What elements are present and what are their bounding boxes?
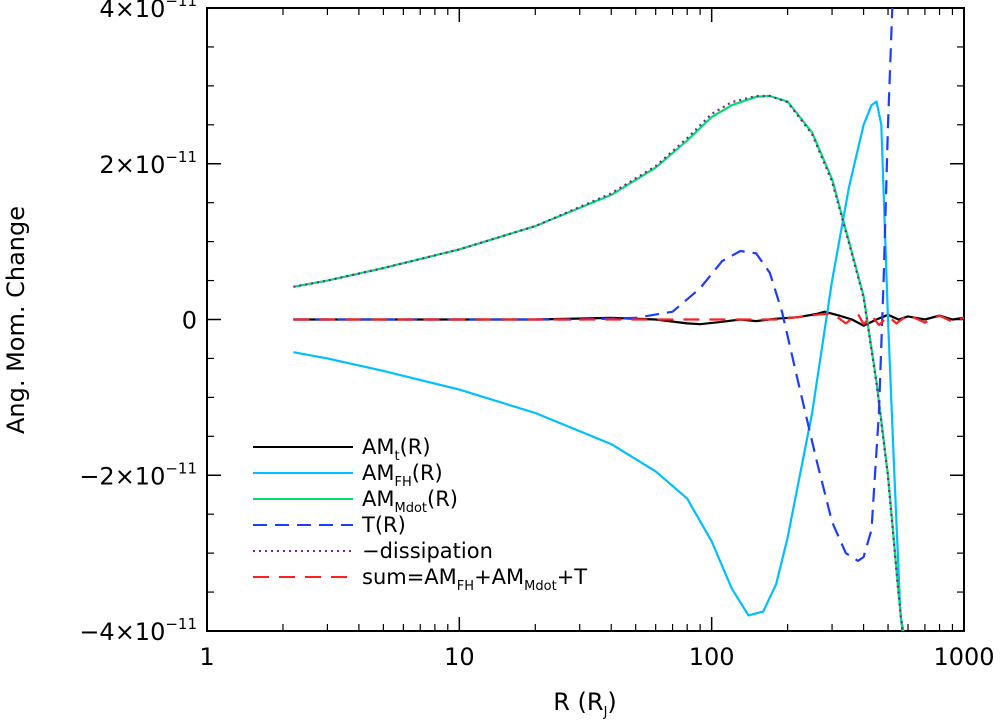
y-tick-label: 2×10−11 bbox=[99, 148, 197, 179]
legend-label: T(R) bbox=[361, 513, 406, 537]
x-tick-label: 10 bbox=[444, 643, 475, 671]
y-tick-label: 4×10−11 bbox=[99, 0, 197, 23]
legend-label: AMt(R) bbox=[362, 435, 431, 464]
series-line bbox=[293, 94, 904, 631]
x-tick-label: 1 bbox=[199, 643, 214, 671]
y-tick-label: −4×10−11 bbox=[79, 615, 197, 646]
x-axis-title: R (RJ) bbox=[553, 688, 617, 720]
axis-ticks: 1 10 100 1000 4×10−11 2×10−11 0 −2×10−11 −4×10−1… bbox=[79, 0, 994, 671]
legend-label: sum=AMFH+AMMdot+T bbox=[362, 565, 587, 594]
legend-label: AMMdot(R) bbox=[362, 487, 458, 516]
series-line bbox=[293, 312, 964, 327]
y-tick-label: −2×10−11 bbox=[79, 459, 197, 490]
legend: AMt(R)AMFH(R)AMMdot(R)T(R)−dissipationsu… bbox=[253, 435, 587, 594]
legend-label: AMFH(R) bbox=[362, 461, 443, 490]
legend-label: −dissipation bbox=[362, 539, 493, 563]
series-line bbox=[293, 100, 905, 631]
x-tick-label: 1000 bbox=[933, 643, 994, 671]
x-tick-label: 100 bbox=[689, 643, 735, 671]
y-axis-title: Ang. Mom. Change bbox=[2, 206, 30, 434]
series-line bbox=[293, 8, 894, 562]
y-tick-label: 0 bbox=[182, 307, 197, 335]
series-line bbox=[293, 310, 964, 327]
series-group bbox=[293, 8, 964, 631]
